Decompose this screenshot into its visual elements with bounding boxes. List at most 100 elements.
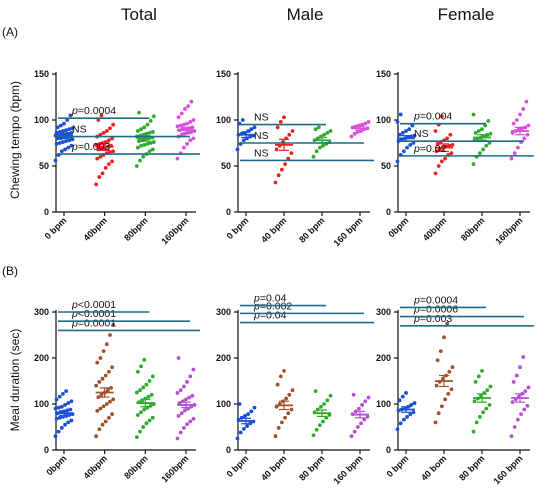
data-point (366, 395, 371, 400)
data-point (400, 130, 405, 135)
data-point (351, 392, 356, 397)
row-label-b: (B) (2, 264, 18, 278)
data-point (183, 408, 187, 413)
data-point (103, 165, 108, 170)
data-point (474, 420, 479, 425)
y-tick-label: 0 (226, 445, 231, 455)
data-point (412, 133, 417, 138)
data-point (63, 147, 67, 152)
significance-label: p=0.0004 (71, 105, 116, 117)
data-point (142, 142, 147, 147)
data-point (100, 422, 105, 427)
y-tick-label: 150 (34, 69, 49, 79)
data-point (134, 164, 139, 168)
x-tick-label: 40 bom (419, 453, 448, 482)
data-point (110, 159, 115, 164)
x-tick-label: 40bpm (81, 215, 109, 243)
data-point (110, 136, 115, 141)
significance-label: NS (254, 130, 269, 142)
significance-label: p=0.003 (71, 141, 110, 153)
data-point (111, 149, 116, 154)
data-point (526, 123, 531, 128)
data-point (476, 129, 481, 133)
data-point (57, 394, 62, 399)
data-point (108, 126, 112, 131)
data-point (397, 398, 402, 403)
data-point (96, 147, 101, 152)
data-point (238, 430, 243, 435)
data-point (94, 383, 99, 388)
data-point (395, 119, 400, 124)
y-tick-label: 50 (221, 161, 231, 171)
data-point (525, 132, 530, 137)
data-point (141, 154, 146, 159)
data-point (522, 136, 527, 141)
data-point (107, 138, 111, 143)
data-point (70, 137, 75, 142)
data-point (317, 423, 322, 428)
data-point (480, 127, 484, 132)
data-point (322, 402, 327, 406)
data-point (287, 392, 292, 397)
data-point (190, 125, 195, 130)
significance-label: p=0.02 (413, 143, 447, 155)
data-point (355, 130, 360, 134)
data-point (290, 129, 295, 133)
data-point (313, 127, 318, 132)
data-point (101, 349, 106, 353)
data-point (357, 406, 361, 411)
x-tick-label: 80bpm (459, 215, 487, 243)
data-point (409, 403, 414, 407)
x-tick-label: 40bpm (421, 215, 449, 243)
ylabel-chewing-tempo: Chewing tempo (bpm) (8, 81, 22, 199)
y-tick-label: 0 (386, 445, 391, 455)
data-point (109, 386, 113, 390)
data-point (275, 125, 280, 130)
data-point (473, 380, 478, 384)
data-point (283, 415, 287, 420)
data-point (58, 123, 63, 128)
data-point (398, 112, 403, 117)
data-point (53, 406, 58, 411)
data-point (287, 132, 292, 137)
data-point (395, 159, 400, 164)
data-point (405, 414, 409, 419)
data-point (147, 130, 152, 135)
data-point (107, 162, 111, 167)
data-point (515, 145, 520, 150)
data-point (349, 134, 354, 139)
data-point (519, 412, 523, 417)
data-point (275, 382, 280, 387)
data-point (179, 132, 184, 137)
data-point (59, 426, 64, 430)
data-point (101, 404, 106, 409)
data-point (487, 403, 492, 407)
data-point (181, 384, 186, 389)
data-point (189, 99, 194, 104)
data-point (111, 397, 116, 402)
data-point (407, 127, 412, 132)
data-point (150, 147, 155, 152)
data-point (69, 399, 74, 404)
data-point (405, 145, 409, 150)
data-point (325, 398, 330, 403)
panel-a-male: 0 50 100 150 0 bpm 40 bpm 80 bpm 160 bpm NS NS NS (216, 69, 374, 248)
data-point (510, 400, 515, 405)
data-point (179, 411, 184, 416)
data-point (443, 397, 447, 402)
data-point (146, 394, 151, 399)
data-point (68, 113, 73, 118)
data-point (446, 391, 451, 396)
data-point (473, 130, 478, 135)
data-point (69, 418, 74, 423)
data-point (135, 145, 140, 150)
data-point (396, 139, 401, 144)
x-tick-label: 40 bpm (259, 215, 288, 244)
data-point (481, 147, 485, 152)
data-point (150, 415, 155, 420)
data-point (523, 389, 528, 394)
column-title-female: Female (438, 5, 495, 24)
data-point (436, 411, 441, 416)
